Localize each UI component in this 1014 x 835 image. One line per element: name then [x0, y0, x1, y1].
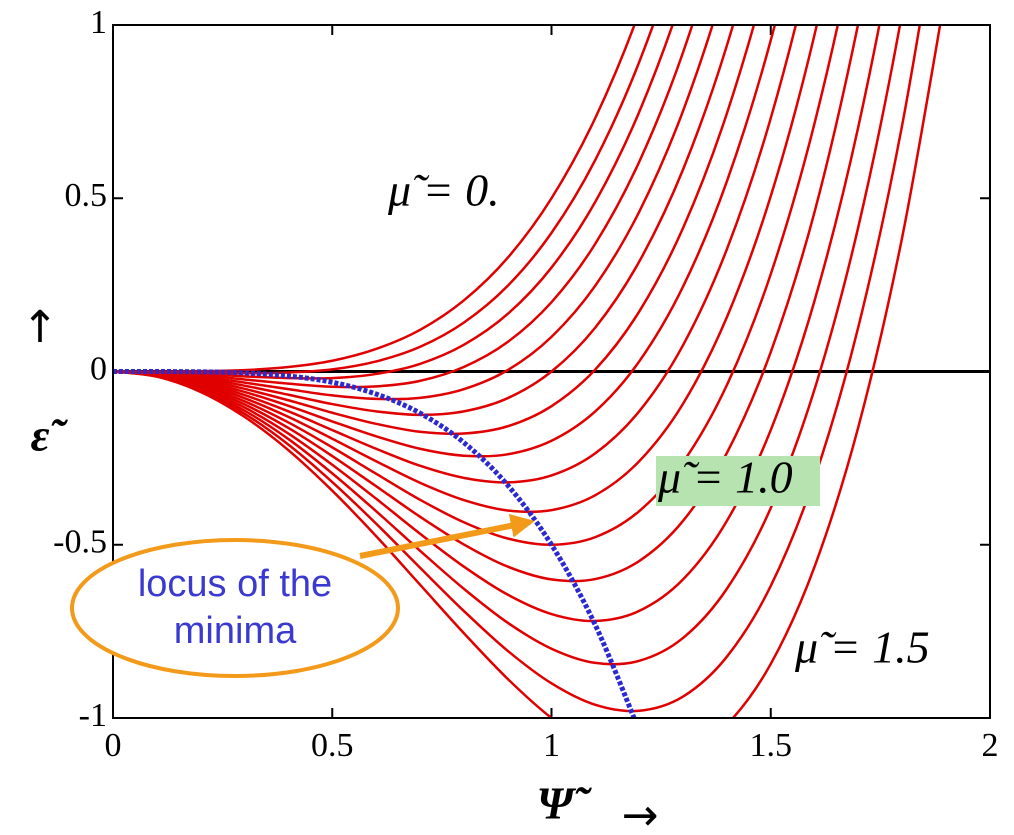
energy-curve: [113, 25, 694, 389]
y-axis-arrow: ↑: [22, 302, 59, 353]
annotation-arrow: [359, 513, 535, 559]
y-tick-label: 0.5: [65, 177, 108, 214]
y-tick-label: -0.5: [53, 524, 107, 561]
annotation-ellipse: [70, 538, 400, 678]
energy-curve: [113, 25, 942, 718]
y-tick-label: 1: [90, 4, 107, 41]
energy-curve: [113, 25, 735, 417]
energy-curve: [113, 25, 756, 436]
x-tick-label: 1.5: [750, 727, 793, 764]
mu-label: μ̃ = 0.: [387, 165, 500, 216]
energy-curve: [113, 25, 777, 458]
plot-frame: [112, 24, 991, 719]
annotation-text: locus of the: [138, 563, 332, 605]
x-axis-arrow: →: [622, 790, 659, 835]
y-tick-label: 0: [90, 350, 107, 387]
energy-curve: [113, 25, 840, 547]
energy-curve: [113, 25, 798, 484]
x-tick-label: 2: [982, 727, 999, 764]
x-axis-label: Ψ̃: [537, 778, 593, 829]
x-tick-label: 0: [105, 727, 122, 764]
mu-highlight: [656, 456, 820, 506]
energy-curve: [113, 25, 655, 375]
energy-curve: [113, 25, 636, 373]
energy-curve: [113, 25, 819, 514]
locus-line: [113, 368, 637, 718]
plot-area: [113, 25, 942, 718]
energy-curve: [113, 25, 860, 583]
x-tick-label: 1: [543, 727, 560, 764]
y-tick-label: -1: [79, 697, 107, 734]
energy-curve: [113, 25, 714, 401]
x-tick-label: 0.5: [311, 727, 354, 764]
energy-curve: [113, 25, 922, 713]
mu-label: μ̃ = 1.0: [657, 452, 793, 503]
y-axis-label: ε̃: [31, 410, 69, 461]
mu-label: μ̃ = 1.5: [794, 622, 930, 673]
annotation-text: minima: [174, 610, 297, 652]
energy-curve: [113, 25, 902, 666]
